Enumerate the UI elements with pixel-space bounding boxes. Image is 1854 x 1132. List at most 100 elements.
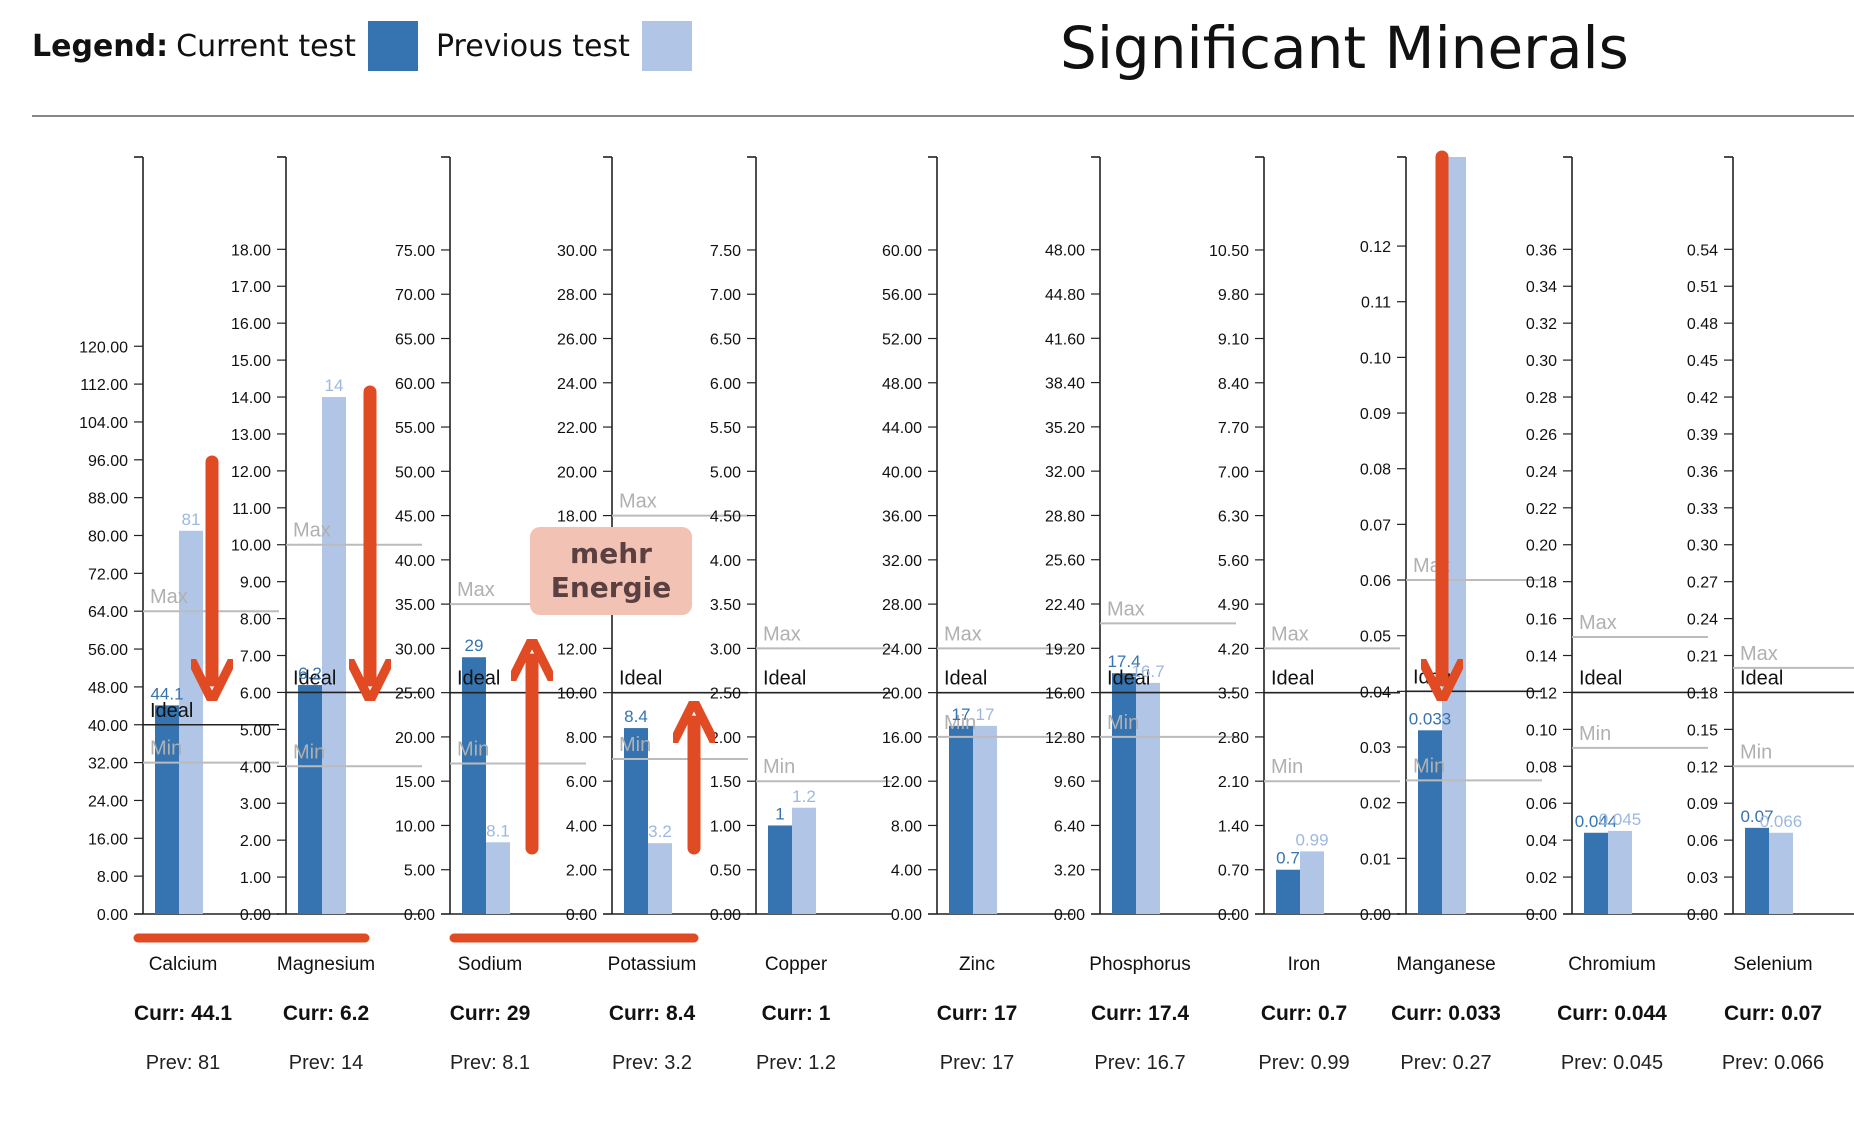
manganese-tick-label: 0.11 bbox=[1361, 295, 1391, 312]
zinc-ideal-label: Ideal bbox=[944, 668, 987, 690]
chromium-tick-label: 0.32 bbox=[1526, 316, 1557, 333]
sodium-prev-text: Prev: 8.1 bbox=[450, 1052, 530, 1074]
selenium-tick-label: 0.00 bbox=[1687, 907, 1718, 924]
zinc-tick-label: 52.00 bbox=[882, 332, 922, 349]
sodium-tick-label: 60.00 bbox=[395, 376, 435, 393]
annotations-layer bbox=[133, 150, 1442, 943]
sodium-tick-label: 40.00 bbox=[395, 553, 435, 570]
selenium-max-label: Max bbox=[1740, 643, 1778, 665]
selenium-tick-label: 0.12 bbox=[1687, 759, 1718, 776]
chromium-tick-label: 0.30 bbox=[1526, 353, 1557, 370]
selenium-panel: 0.00 0.03 0.06 0.09 0.12 0.15 0.18 0.21 0.24 0.27… bbox=[1687, 156, 1854, 1074]
manganese-ideal-label: Ideal bbox=[1413, 666, 1456, 688]
copper-tick-label: 3.50 bbox=[710, 597, 741, 614]
zinc-tick-label: 28.00 bbox=[882, 597, 922, 614]
selenium-tick-label: 0.51 bbox=[1687, 279, 1718, 296]
copper-name: Copper bbox=[765, 954, 828, 975]
potassium-tick-label: 26.00 bbox=[557, 332, 597, 349]
phosphorus-tick-label: 22.40 bbox=[1045, 597, 1085, 614]
sodium-tick-label: 35.00 bbox=[395, 597, 435, 614]
selenium-tick-label: 0.45 bbox=[1687, 353, 1718, 370]
copper-current-bar bbox=[768, 825, 792, 914]
phosphorus-tick-label: 44.80 bbox=[1045, 287, 1085, 304]
phosphorus-tick-label: 9.60 bbox=[1054, 774, 1085, 791]
selenium-tick-label: 0.33 bbox=[1687, 501, 1718, 518]
selenium-name: Selenium bbox=[1733, 954, 1812, 975]
calcium-current-bar bbox=[155, 705, 179, 914]
sodium-tick-label: 70.00 bbox=[395, 287, 435, 304]
copper-previous-value: 1.2 bbox=[792, 787, 816, 806]
manganese-tick-label: 0.04 bbox=[1360, 684, 1391, 701]
chromium-tick-label: 0.36 bbox=[1526, 242, 1557, 259]
copper-tick-label: 5.50 bbox=[710, 420, 741, 437]
magnesium-tick-label: 11.00 bbox=[232, 501, 271, 518]
selenium-tick-label: 0.15 bbox=[1687, 722, 1718, 739]
chromium-tick-label: 0.12 bbox=[1526, 685, 1557, 702]
header-divider bbox=[32, 115, 1854, 117]
calcium-tick-label: 0.00 bbox=[97, 907, 128, 924]
zinc-tick-label: 16.00 bbox=[882, 730, 922, 747]
calcium-previous-value: 81 bbox=[182, 510, 201, 529]
chromium-tick-label: 0.02 bbox=[1526, 870, 1557, 887]
manganese-tick-label: 0.10 bbox=[1360, 350, 1391, 367]
potassium-tick-label: 12.00 bbox=[557, 641, 597, 658]
magnesium-previous-bar bbox=[322, 397, 346, 914]
magnesium-tick-label: 5.00 bbox=[240, 722, 271, 739]
zinc-tick-label: 24.00 bbox=[882, 641, 922, 658]
potassium-tick-label: 18.00 bbox=[557, 509, 597, 526]
energy-annotation: mehr Energie bbox=[530, 527, 692, 615]
zinc-tick-label: 8.00 bbox=[891, 818, 922, 835]
manganese-tick-label: 0.12 bbox=[1360, 239, 1391, 256]
potassium-tick-label: 20.00 bbox=[557, 464, 597, 481]
iron-ideal-label: Ideal bbox=[1271, 668, 1314, 690]
calcium-ideal-label: Ideal bbox=[150, 700, 193, 722]
zinc-tick-label: 36.00 bbox=[882, 509, 922, 526]
selenium-tick-label: 0.54 bbox=[1687, 242, 1718, 259]
calcium-panel: 0.00 8.00 16.00 24.00 32.00 40.00 48.00 56.00 64… bbox=[79, 156, 279, 1074]
copper-previous-bar bbox=[792, 807, 816, 914]
chromium-tick-label: 0.08 bbox=[1526, 759, 1557, 776]
magnesium-tick-label: 13.00 bbox=[231, 427, 271, 444]
potassium-previous-value: 3.2 bbox=[648, 822, 672, 841]
copper-prev-text: Prev: 1.2 bbox=[756, 1052, 836, 1074]
potassium-tick-label: 4.00 bbox=[566, 818, 597, 835]
chromium-tick-label: 0.18 bbox=[1526, 575, 1557, 592]
zinc-prev-text: Prev: 17 bbox=[940, 1052, 1014, 1074]
copper-tick-label: 7.00 bbox=[710, 287, 741, 304]
zinc-tick-label: 20.00 bbox=[882, 686, 922, 703]
calcium-tick-label: 40.00 bbox=[88, 718, 128, 735]
copper-tick-label: 4.50 bbox=[710, 509, 741, 526]
copper-ideal-label: Ideal bbox=[763, 668, 806, 690]
chromium-tick-label: 0.20 bbox=[1526, 538, 1557, 555]
manganese-tick-label: 0.03 bbox=[1360, 740, 1391, 757]
zinc-tick-label: 56.00 bbox=[882, 287, 922, 304]
phosphorus-previous-bar bbox=[1136, 682, 1160, 914]
potassium-ideal-label: Ideal bbox=[619, 668, 662, 690]
chromium-name: Chromium bbox=[1568, 954, 1656, 975]
phosphorus-tick-label: 19.20 bbox=[1045, 641, 1085, 658]
potassium-tick-label: 22.00 bbox=[557, 420, 597, 437]
zinc-name: Zinc bbox=[959, 954, 995, 975]
magnesium-tick-label: 1.00 bbox=[240, 870, 271, 887]
phosphorus-tick-label: 3.20 bbox=[1054, 863, 1085, 880]
sodium-tick-label: 45.00 bbox=[395, 509, 435, 526]
iron-panel: 0.00 0.70 1.40 2.10 2.80 3.50 4.20 4.90 5.60 6.30… bbox=[1209, 156, 1400, 1074]
manganese-tick-label: 0.00 bbox=[1360, 907, 1391, 924]
zinc-tick-label: 12.00 bbox=[882, 774, 922, 791]
copper-tick-label: 0.00 bbox=[710, 907, 741, 924]
iron-curr-text: Curr: 0.7 bbox=[1261, 1002, 1347, 1025]
calcium-tick-label: 80.00 bbox=[88, 529, 128, 546]
zinc-tick-label: 0.00 bbox=[891, 907, 922, 924]
potassium-tick-label: 0.00 bbox=[566, 907, 597, 924]
sodium-tick-label: 50.00 bbox=[395, 464, 435, 481]
sodium-tick-label: 55.00 bbox=[395, 420, 435, 437]
zinc-tick-label: 32.00 bbox=[882, 553, 922, 570]
legend-label: Legend: bbox=[32, 28, 169, 64]
calcium-tick-label: 56.00 bbox=[88, 642, 128, 659]
chromium-ideal-label: Ideal bbox=[1579, 667, 1622, 689]
selenium-tick-label: 0.39 bbox=[1687, 427, 1718, 444]
legend-current-swatch bbox=[367, 21, 418, 71]
magnesium-tick-label: 10.00 bbox=[231, 538, 271, 555]
copper-tick-label: 6.00 bbox=[710, 376, 741, 393]
manganese-panel: 0.00 0.01 0.02 0.03 0.04 0.05 0.06 0.07 0.08 0.09… bbox=[1360, 156, 1542, 1074]
